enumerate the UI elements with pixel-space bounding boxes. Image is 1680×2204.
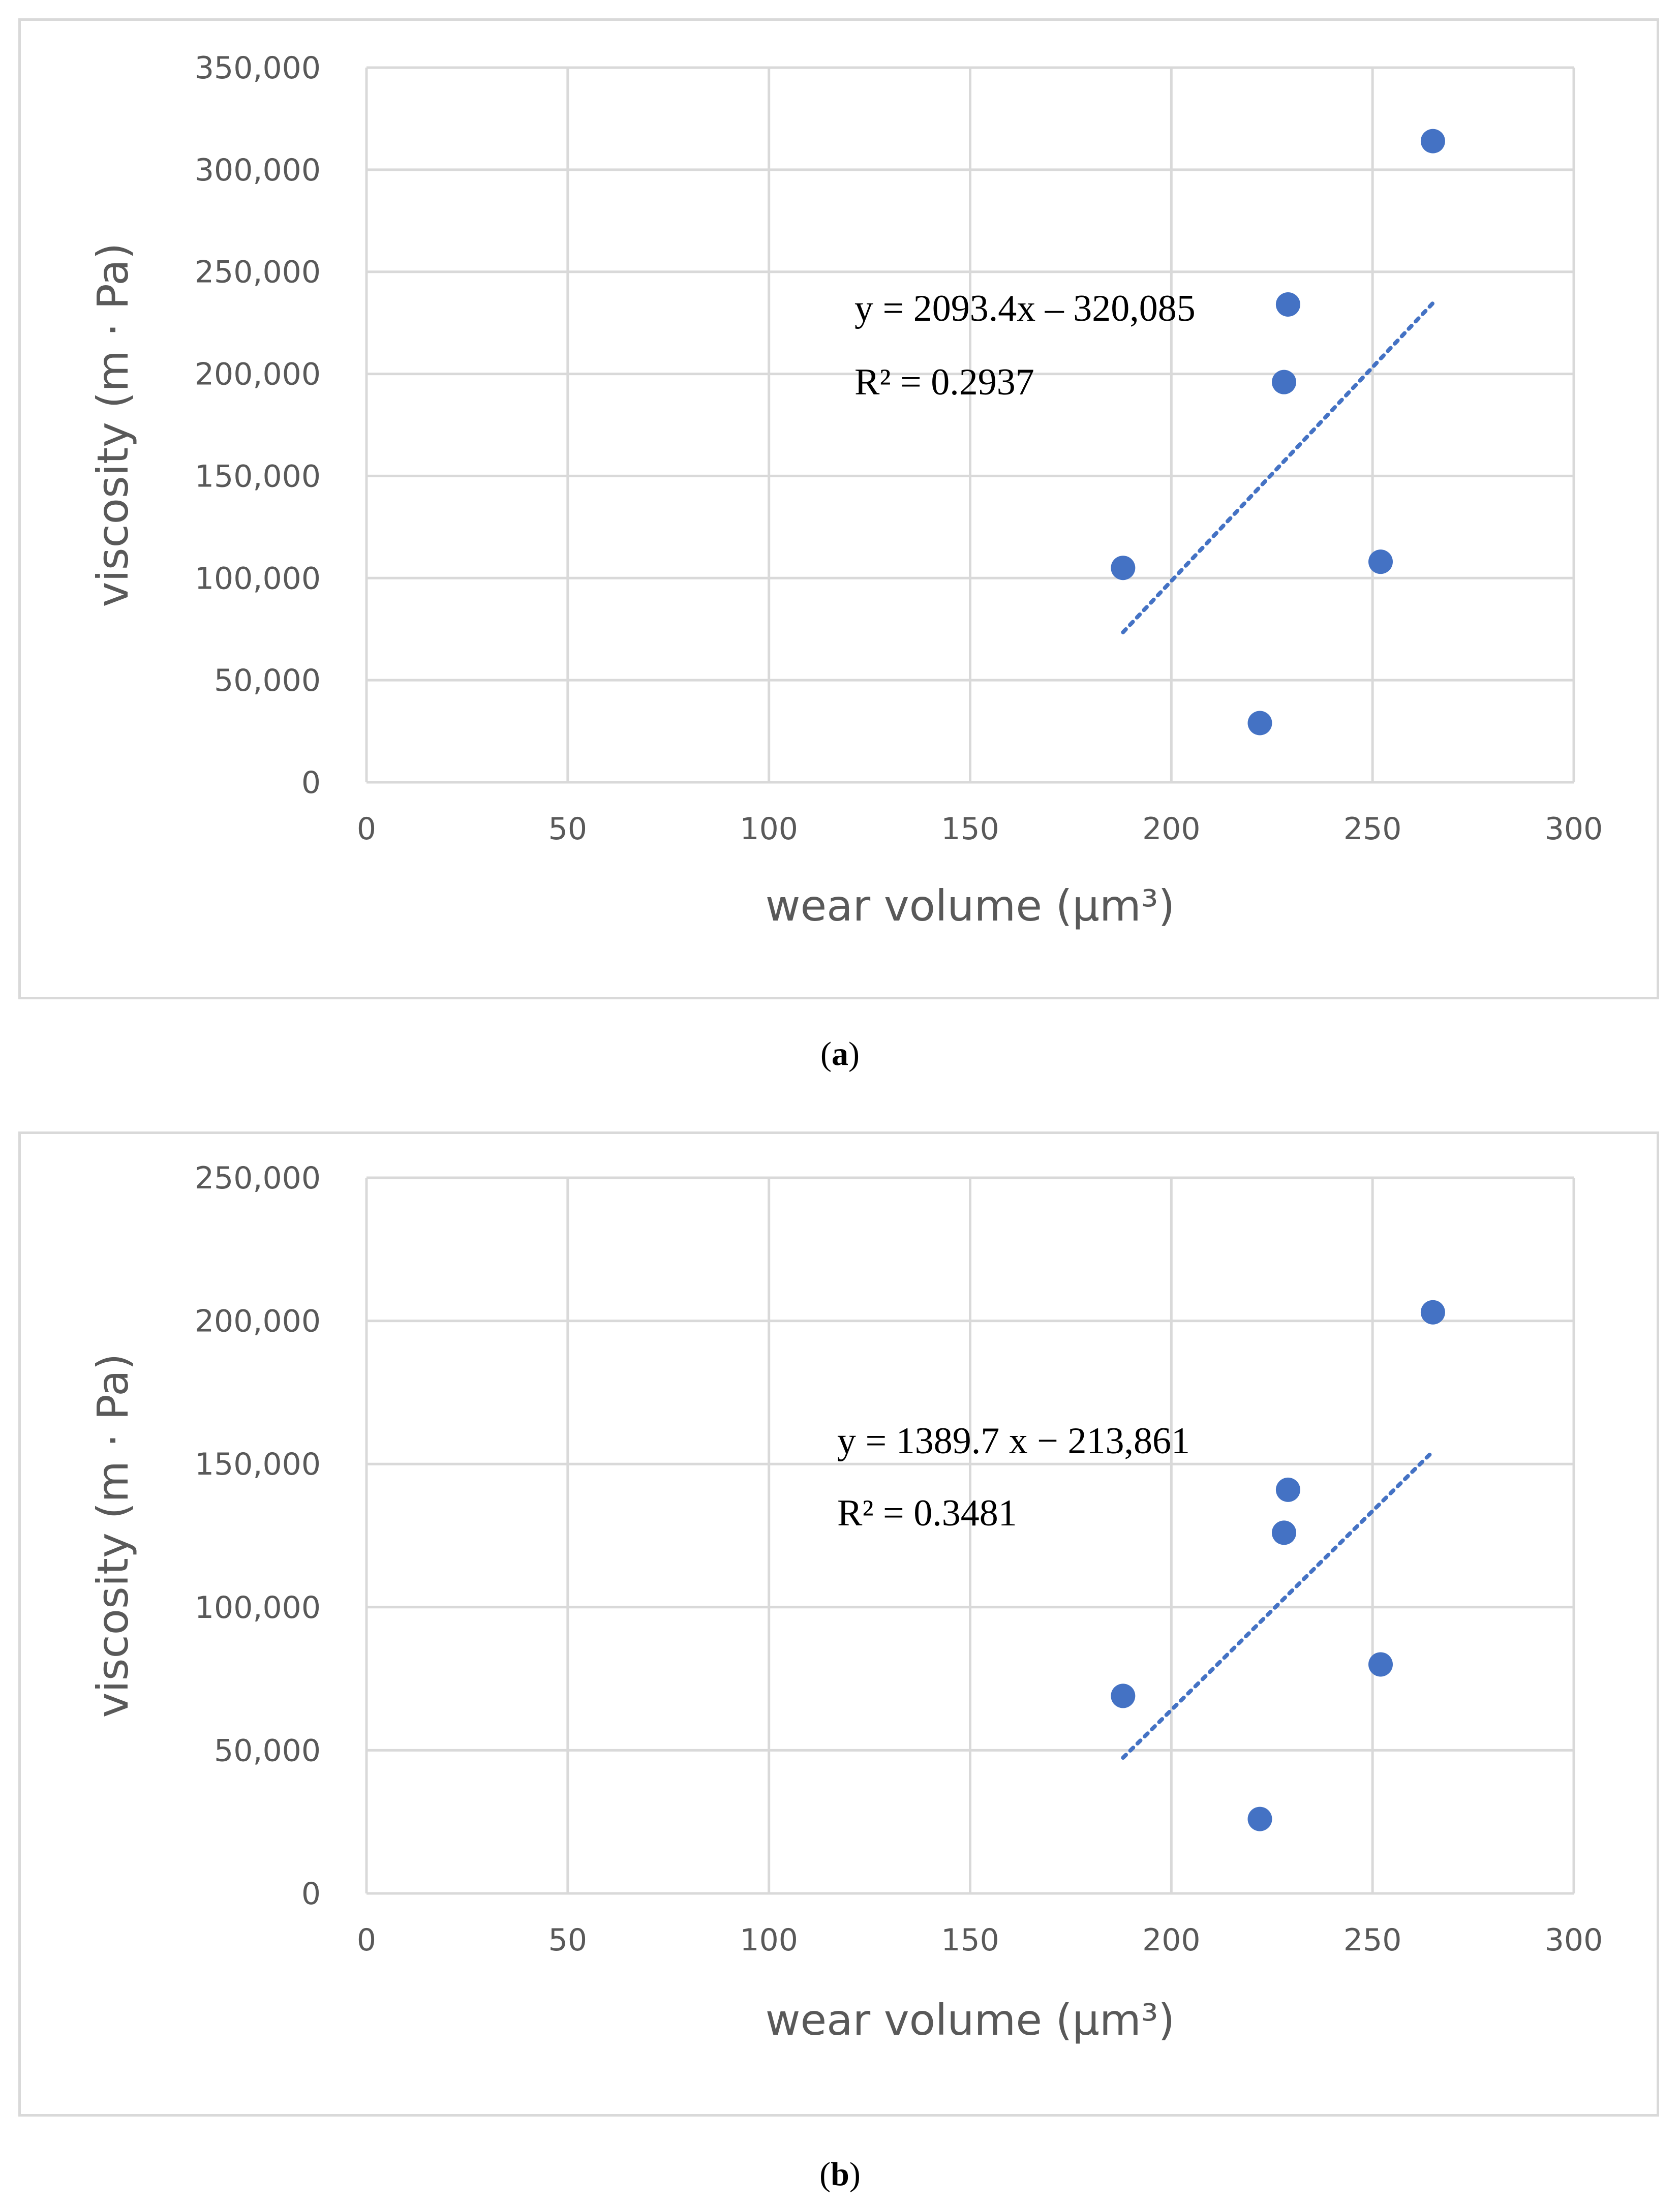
- y-tick-label-a-3: 150,000: [195, 458, 321, 494]
- y-axis-title-a: viscosity (m · Pa): [88, 243, 138, 607]
- x-tick-label-a-6: 300: [1545, 811, 1603, 847]
- trendline-r2-b: R² = 0.3481: [837, 1492, 1017, 1534]
- x-tick-label-b-1: 50: [548, 1922, 587, 1958]
- y-tick-label-b-4: 200,000: [195, 1304, 321, 1339]
- data-point-b-2: [1272, 1520, 1296, 1545]
- y-tick-label-a-6: 300,000: [195, 152, 321, 188]
- data-point-b-5: [1420, 1300, 1445, 1325]
- x-tick-label-b-0: 0: [357, 1922, 376, 1958]
- trendline-equation-b: y = 1389.7 x − 213,861: [837, 1420, 1190, 1462]
- data-point-b-4: [1368, 1652, 1393, 1677]
- data-point-b-1: [1247, 1807, 1272, 1831]
- data-point-a-3: [1275, 292, 1300, 317]
- caption-a-label: a: [832, 1035, 848, 1073]
- y-axis-title-b: viscosity (m · Pa): [88, 1354, 138, 1718]
- x-tick-label-b-2: 100: [740, 1922, 798, 1958]
- x-tick-label-b-3: 150: [941, 1922, 999, 1958]
- data-point-b-3: [1275, 1477, 1300, 1502]
- trendline-a: [1121, 301, 1435, 634]
- y-tick-label-a-7: 350,000: [195, 50, 321, 86]
- data-point-a-0: [1111, 556, 1136, 580]
- x-tick-label-b-4: 200: [1142, 1922, 1201, 1958]
- data-point-a-4: [1368, 549, 1393, 574]
- x-axis-title-b: wear volume (µm³): [766, 1995, 1175, 2045]
- x-tick-label-a-3: 150: [941, 811, 999, 847]
- y-tick-label-a-4: 200,000: [195, 357, 321, 392]
- scatter-chart-a: 0 50 100 150 200 250 300 0 50,000 100,000 150,000 2…: [88, 50, 1603, 931]
- x-tick-label-a-0: 0: [357, 811, 376, 847]
- y-tick-label-b-2: 100,000: [195, 1590, 321, 1626]
- trendline-equation-a: y = 2093.4x – 320,085: [854, 288, 1196, 329]
- scatter-chart-b: 0 50 100 150 200 250 300 0 50,000 100,000 150,000 2…: [88, 1160, 1603, 2045]
- data-point-a-2: [1272, 370, 1296, 394]
- x-tick-label-b-6: 300: [1545, 1922, 1603, 1958]
- x-axis-title-a: wear volume (µm³): [766, 881, 1175, 931]
- data-point-a-1: [1247, 711, 1272, 736]
- data-point-b-0: [1111, 1683, 1136, 1708]
- y-tick-label-a-5: 250,000: [195, 255, 321, 290]
- y-tick-label-b-3: 150,000: [195, 1447, 321, 1482]
- y-tick-label-b-0: 0: [301, 1876, 321, 1912]
- x-tick-label-a-5: 250: [1343, 811, 1402, 847]
- x-tick-label-a-2: 100: [740, 811, 798, 847]
- chart-panel-a: 0 50 100 150 200 250 300 0 50,000 100,000 150,000 2…: [18, 18, 1659, 999]
- caption-a: (a): [820, 1035, 860, 1073]
- y-tick-label-a-1: 50,000: [214, 663, 321, 698]
- x-tick-label-a-1: 50: [548, 811, 587, 847]
- data-point-a-5: [1420, 129, 1445, 154]
- y-tick-label-a-2: 100,000: [195, 561, 321, 596]
- chart-panel-b: 0 50 100 150 200 250 300 0 50,000 100,000 150,000 2…: [18, 1131, 1659, 2117]
- y-tick-label-b-1: 50,000: [214, 1733, 321, 1768]
- caption-b-label: b: [831, 2156, 849, 2193]
- y-tick-label-a-0: 0: [301, 765, 321, 801]
- trendline-b: [1121, 1449, 1435, 1760]
- y-tick-label-b-5: 250,000: [195, 1160, 321, 1196]
- x-tick-label-b-5: 250: [1343, 1922, 1402, 1958]
- x-tick-label-a-4: 200: [1142, 811, 1201, 847]
- trendline-r2-a: R² = 0.2937: [854, 361, 1034, 403]
- caption-b: (b): [819, 2156, 861, 2193]
